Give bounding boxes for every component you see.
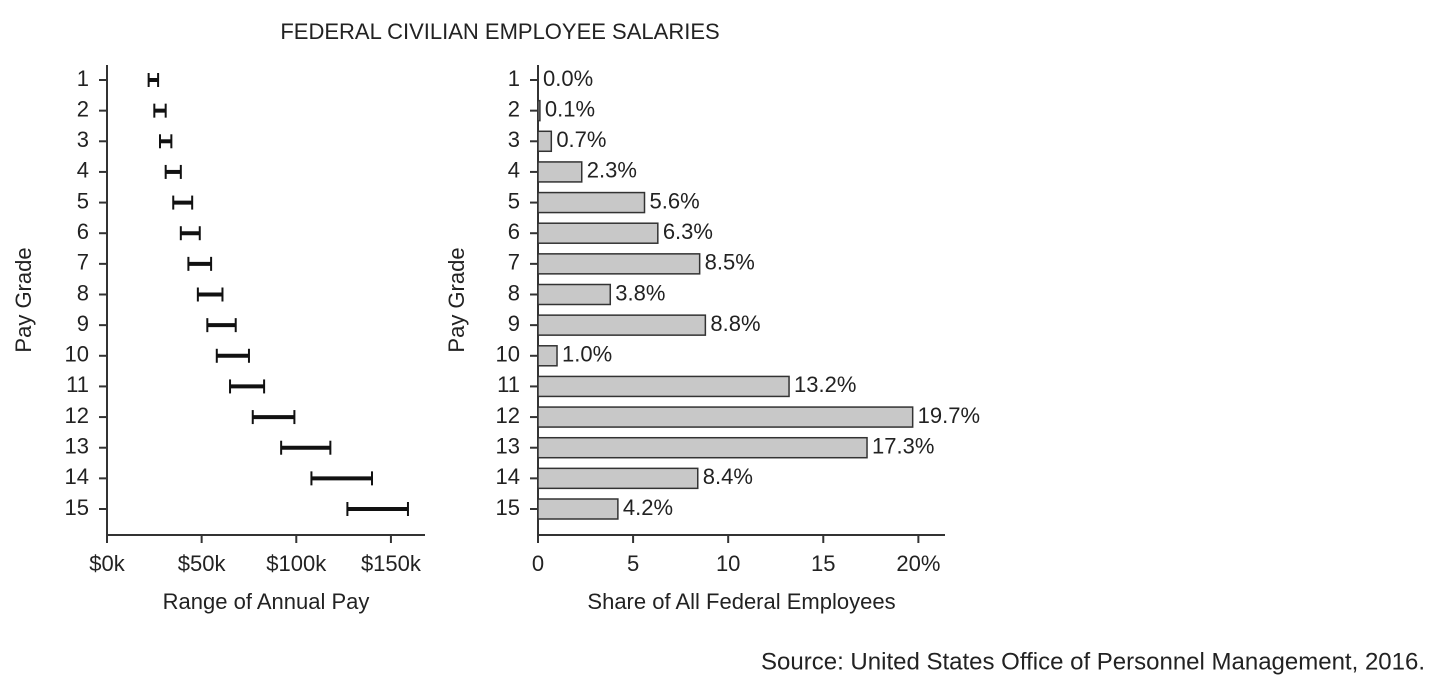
x-tick-label: $50k bbox=[178, 551, 227, 576]
x-tick-label: $150k bbox=[361, 551, 422, 576]
data-label: 17.3% bbox=[872, 434, 934, 459]
y-tick-label: 14 bbox=[65, 464, 89, 489]
chart-title: FEDERAL CIVILIAN EMPLOYEE SALARIES bbox=[280, 19, 719, 44]
y-tick-label: 9 bbox=[508, 311, 520, 336]
bar bbox=[537, 436, 868, 459]
y-tick-label: 8 bbox=[77, 280, 89, 305]
x-tick-label: $100k bbox=[266, 551, 327, 576]
x-tick-label: 20% bbox=[896, 551, 940, 576]
y-tick-label: 9 bbox=[77, 311, 89, 336]
bar bbox=[537, 375, 790, 398]
y-tick-label: 8 bbox=[508, 280, 520, 305]
y-tick-label: 1 bbox=[77, 66, 89, 91]
y-tick-label: 4 bbox=[77, 158, 89, 183]
bar bbox=[537, 222, 659, 244]
y-axis-label: Pay Grade bbox=[444, 247, 469, 352]
source-note: Source: United States Office of Personne… bbox=[761, 648, 1425, 675]
x-tick-label: 0 bbox=[532, 551, 544, 576]
y-tick-label: 15 bbox=[496, 495, 520, 520]
y-tick-label: 7 bbox=[508, 250, 520, 275]
x-axis-label: Range of Annual Pay bbox=[163, 589, 370, 614]
y-tick-label: 14 bbox=[496, 464, 520, 489]
y-tick-label: 10 bbox=[65, 342, 89, 367]
y-tick-label: 12 bbox=[496, 403, 520, 428]
y-tick-label: 2 bbox=[508, 96, 520, 121]
data-label: 5.6% bbox=[650, 188, 700, 213]
y-tick-label: 4 bbox=[508, 158, 520, 183]
data-label: 8.5% bbox=[705, 250, 755, 275]
data-label: 19.7% bbox=[918, 403, 980, 428]
bar bbox=[537, 99, 541, 122]
bar bbox=[537, 345, 558, 367]
x-tick-label: 10 bbox=[716, 551, 740, 576]
y-tick-label: 5 bbox=[508, 188, 520, 213]
y-tick-label: 2 bbox=[77, 96, 89, 121]
y-tick-label: 13 bbox=[496, 434, 520, 459]
y-tick-label: 10 bbox=[496, 342, 520, 367]
y-tick-label: 15 bbox=[65, 495, 89, 520]
bar bbox=[537, 130, 553, 153]
x-tick-label: 5 bbox=[627, 551, 639, 576]
bar bbox=[537, 467, 699, 490]
y-tick-label: 1 bbox=[508, 66, 520, 91]
y-tick-label: 12 bbox=[65, 403, 89, 428]
data-label: 4.2% bbox=[623, 495, 673, 520]
data-label: 3.8% bbox=[615, 280, 665, 305]
bar bbox=[537, 161, 583, 183]
y-tick-label: 11 bbox=[66, 372, 89, 397]
data-label: 1.0% bbox=[562, 342, 612, 367]
y-tick-label: 5 bbox=[77, 188, 89, 213]
y-tick-label: 7 bbox=[77, 250, 89, 275]
data-label: 6.3% bbox=[663, 219, 713, 244]
bar bbox=[537, 283, 612, 306]
bar bbox=[537, 406, 914, 428]
data-label: 13.2% bbox=[794, 372, 856, 397]
data-label: 0.1% bbox=[545, 96, 595, 121]
y-axis-label: Pay Grade bbox=[11, 247, 36, 352]
bar bbox=[537, 253, 701, 275]
y-tick-label: 6 bbox=[508, 219, 520, 244]
y-tick-label: 3 bbox=[508, 127, 520, 152]
data-label: 8.8% bbox=[710, 311, 760, 336]
y-tick-label: 6 bbox=[77, 219, 89, 244]
data-label: 2.3% bbox=[587, 158, 637, 183]
data-label: 0.0% bbox=[543, 66, 593, 91]
bar bbox=[537, 314, 707, 336]
y-tick-label: 11 bbox=[497, 372, 520, 397]
x-axis-label: Share of All Federal Employees bbox=[587, 589, 895, 614]
bar bbox=[537, 498, 619, 520]
data-label: 0.7% bbox=[556, 127, 606, 152]
data-label: 8.4% bbox=[703, 464, 753, 489]
y-tick-label: 3 bbox=[77, 127, 89, 152]
y-tick-label: 13 bbox=[65, 434, 89, 459]
x-tick-label: 15 bbox=[811, 551, 835, 576]
bar bbox=[537, 191, 646, 214]
x-tick-label: $0k bbox=[89, 551, 125, 576]
